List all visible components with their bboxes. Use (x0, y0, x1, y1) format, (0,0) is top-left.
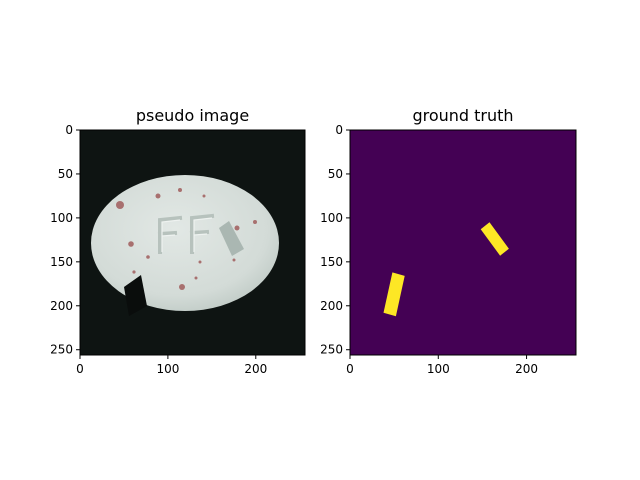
image-area (80, 130, 305, 355)
tick-group: 0 100 200 0 50 100 150 200 250 (50, 123, 267, 376)
y-tick-label: 50 (58, 167, 73, 181)
x-tick-label: 100 (156, 362, 179, 376)
mask-region (480, 222, 509, 256)
x-tick-label: 0 (346, 362, 354, 376)
y-tick-label: 0 (65, 123, 73, 137)
light-patch (219, 221, 244, 256)
y-tick-label: 100 (50, 211, 73, 225)
axes-frame (79, 129, 306, 356)
mask-background (350, 130, 576, 355)
y-tick-label: 150 (50, 255, 73, 269)
embossed-letters-highlight (161, 217, 213, 252)
x-tick-label: 200 (244, 362, 267, 376)
y-tick-label: 0 (335, 123, 343, 137)
dark-patch (124, 275, 147, 316)
y-tick-label: 200 (320, 299, 343, 313)
mask-region (383, 272, 405, 317)
pill (91, 175, 279, 311)
y-tick-label: 200 (50, 299, 73, 313)
tick-group: 0 100 200 0 50 100 150 200 250 (320, 123, 538, 376)
red-specks (116, 188, 257, 290)
mask-area (350, 130, 576, 355)
panel-title: ground truth (412, 106, 513, 125)
panel-ground-truth: ground truth 0 100 200 0 50 100 150 200 250 (320, 106, 577, 376)
y-tick-label: 250 (320, 343, 343, 357)
y-tick-label: 150 (320, 255, 343, 269)
axes-frame (349, 129, 577, 356)
panel-title: pseudo image (136, 106, 249, 125)
x-tick-label: 100 (427, 362, 450, 376)
mask-regions (383, 222, 509, 317)
y-tick-label: 100 (320, 211, 343, 225)
x-tick-label: 0 (76, 362, 84, 376)
y-tick-label: 50 (328, 167, 343, 181)
panel-pseudo-image: pseudo image (50, 106, 306, 376)
y-tick-label: 250 (50, 343, 73, 357)
x-tick-label: 200 (515, 362, 538, 376)
